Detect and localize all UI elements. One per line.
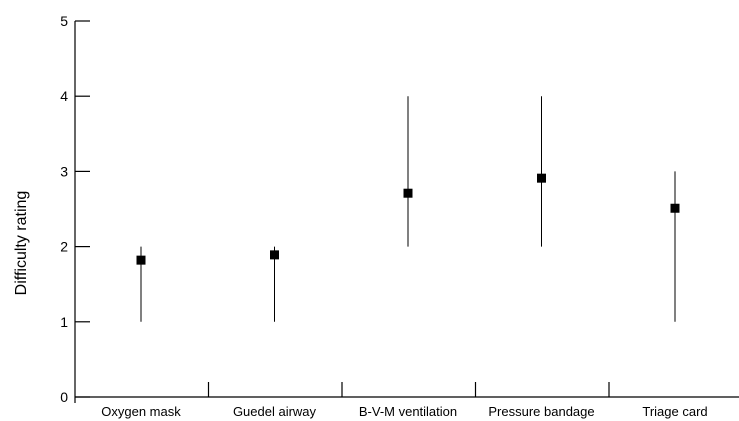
x-category-label-5: Triage card <box>642 404 707 419</box>
plot-area: 0 1 2 3 4 5 Oxygen mask Guedel airway B-V-M vent… <box>60 13 739 419</box>
data-point-4 <box>537 173 546 183</box>
y-tick-label-0: 0 <box>60 389 68 405</box>
x-category-label-1: Oxygen mask <box>101 404 181 419</box>
data-point-2 <box>270 250 279 260</box>
data-point-1 <box>136 255 146 265</box>
y-tick-label-2: 2 <box>60 239 68 255</box>
x-category-label-4: Pressure bandage <box>488 404 594 419</box>
y-axis-label: Difficulty rating <box>13 191 30 296</box>
x-category-label-3: B-V-M ventilation <box>359 404 457 419</box>
y-tick-label-3: 3 <box>60 163 68 179</box>
y-tick-label-1: 1 <box>60 314 68 330</box>
y-tick-label-4: 4 <box>60 88 68 104</box>
data-point-3 <box>403 188 413 198</box>
x-category-label-2: Guedel airway <box>233 404 317 419</box>
data-point-5 <box>670 203 680 213</box>
y-tick-label-5: 5 <box>60 13 68 29</box>
